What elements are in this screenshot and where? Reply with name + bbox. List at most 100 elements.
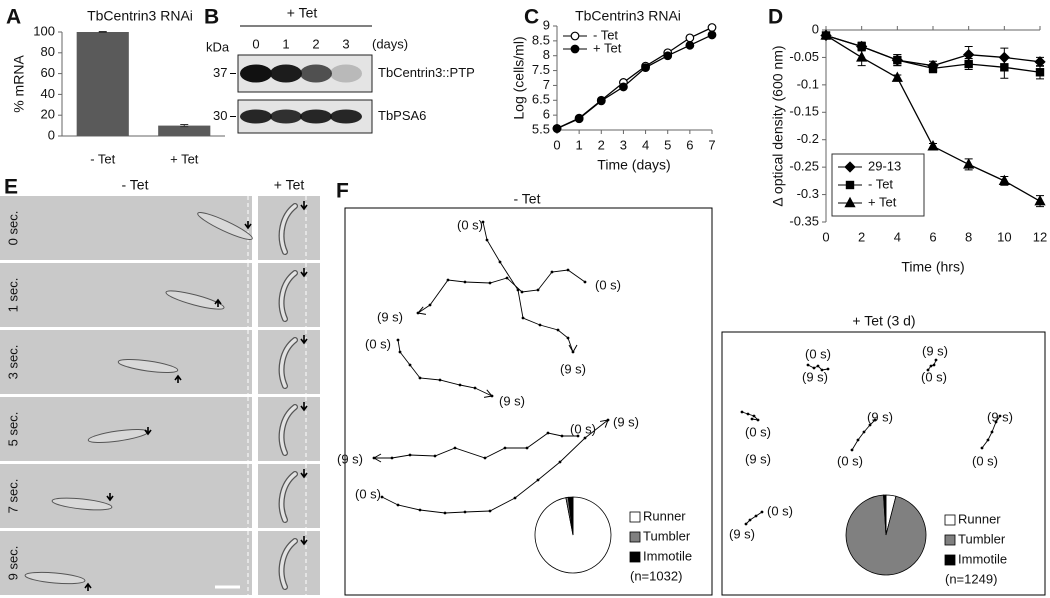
time-label: 5 sec. (5, 412, 20, 447)
track-point (929, 364, 933, 368)
track-point (396, 503, 400, 507)
track-point (446, 278, 450, 282)
cell (279, 271, 297, 321)
blot-band (240, 109, 272, 124)
blot-lane: 1 (282, 36, 289, 51)
track-point (396, 338, 400, 342)
legend-marker (844, 161, 856, 173)
bar (76, 32, 129, 136)
point (1034, 194, 1046, 206)
y-tick-label: -0.3 (797, 186, 819, 201)
point (893, 55, 902, 65)
legend-label: + Tet (593, 40, 622, 55)
track-arrow (483, 389, 493, 398)
point (1035, 68, 1045, 77)
track-point (980, 446, 984, 450)
track-point (463, 280, 467, 284)
cell (279, 204, 297, 254)
track-box-plus (721, 331, 1046, 596)
legend-label: Runner (958, 511, 1001, 526)
track-point (934, 358, 938, 362)
arrow (214, 298, 222, 307)
track-point (556, 328, 560, 332)
track-point (521, 316, 525, 320)
track (927, 359, 937, 371)
cell (279, 539, 297, 589)
track-point (438, 378, 442, 382)
y-tick-label: 9 (543, 17, 550, 32)
x-axis-title: Time (days) (597, 157, 670, 173)
track-point (566, 336, 570, 340)
track-point (812, 366, 816, 370)
arrow (300, 469, 308, 479)
point (820, 29, 832, 40)
y-tick-label: 6.5 (532, 92, 550, 107)
y-tick-label: 40 (41, 86, 55, 101)
point (552, 124, 562, 133)
cell (51, 497, 113, 511)
panel-letter: A (6, 6, 21, 29)
track-label: (0 s) (805, 346, 831, 361)
y-tick-label: -0.25 (789, 159, 819, 174)
track-point (483, 456, 487, 460)
point (964, 59, 973, 69)
track (482, 221, 574, 353)
track-point (428, 303, 432, 307)
track-point (850, 448, 854, 452)
track-point (760, 510, 764, 514)
legend-marker (570, 44, 580, 54)
y-tick-label: 7.5 (532, 62, 550, 77)
arrow (300, 268, 308, 278)
track-point (752, 414, 756, 418)
track-label: (0 s) (745, 424, 771, 439)
x-tick-label: - Tet (90, 151, 115, 166)
track (745, 511, 763, 525)
error-bar (180, 124, 189, 128)
track-point (505, 276, 509, 280)
frame (258, 464, 320, 528)
y-tick-label: -0.05 (789, 49, 819, 64)
track-point (485, 238, 489, 242)
track-label: (0 s) (767, 503, 793, 518)
blot-band (300, 64, 332, 83)
track-point (868, 423, 872, 427)
panel-letter: C (524, 6, 539, 29)
track (374, 432, 578, 459)
cell (117, 359, 179, 373)
legend-label: Tumbler (643, 528, 691, 543)
arrow (300, 536, 308, 546)
frame (0, 531, 252, 595)
y-axis-title: % mRNA (11, 55, 27, 113)
x-tick-label: 10 (997, 229, 1011, 244)
time-label: 3 sec. (5, 345, 20, 380)
blot-band (300, 109, 332, 124)
frame (0, 196, 252, 260)
cell (279, 405, 297, 455)
time-label: 9 sec. (5, 546, 20, 581)
y-tick-label: 80 (41, 44, 55, 59)
legend-marker (570, 31, 580, 41)
track-point (756, 418, 760, 422)
point (927, 140, 939, 151)
legend-swatch (944, 554, 956, 566)
cell (279, 338, 297, 388)
cell (24, 571, 86, 585)
cell (279, 472, 297, 522)
track-point (443, 511, 447, 515)
track-arrow (372, 453, 382, 463)
track-label: (0 s) (972, 453, 998, 468)
blot-band (270, 64, 302, 83)
point (707, 30, 717, 40)
track-point (566, 268, 570, 272)
point (856, 51, 868, 62)
track-point (408, 453, 412, 457)
track-point (418, 376, 422, 380)
track-point (746, 412, 750, 416)
point (685, 33, 695, 43)
legend-label: 29-13 (868, 158, 901, 173)
track-point (583, 280, 587, 284)
y-tick-label: -0.2 (797, 131, 819, 146)
track-point (380, 495, 384, 499)
track-point (498, 260, 502, 264)
arrow (300, 201, 308, 211)
